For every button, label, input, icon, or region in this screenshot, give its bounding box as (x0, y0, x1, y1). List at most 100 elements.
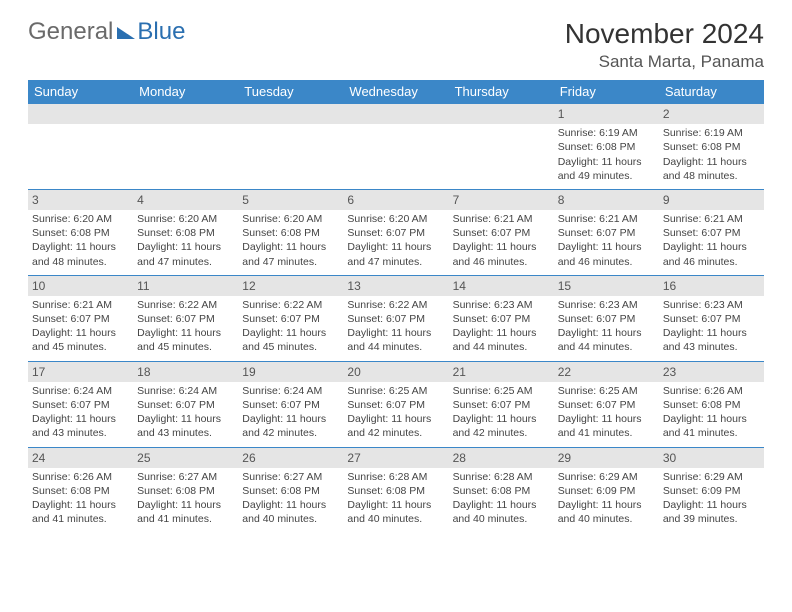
sunrise-line: Sunrise: 6:23 AM (558, 298, 655, 312)
day-body: Sunrise: 6:26 AMSunset: 6:08 PMDaylight:… (659, 382, 764, 447)
sunrise-line: Sunrise: 6:22 AM (347, 298, 444, 312)
daylight-line: Daylight: 11 hours and 46 minutes. (453, 240, 550, 268)
calendar-cell: 1Sunrise: 6:19 AMSunset: 6:08 PMDaylight… (554, 104, 659, 190)
day-body: Sunrise: 6:21 AMSunset: 6:07 PMDaylight:… (449, 210, 554, 275)
sunset-line: Sunset: 6:09 PM (663, 484, 760, 498)
day-number: 10 (28, 276, 133, 296)
calendar-cell: 26Sunrise: 6:27 AMSunset: 6:08 PMDayligh… (238, 447, 343, 532)
daylight-line: Daylight: 11 hours and 41 minutes. (663, 412, 760, 440)
day-number: 18 (133, 362, 238, 382)
day-body: Sunrise: 6:21 AMSunset: 6:07 PMDaylight:… (659, 210, 764, 275)
calendar-cell: 4Sunrise: 6:20 AMSunset: 6:08 PMDaylight… (133, 189, 238, 275)
daylight-line: Daylight: 11 hours and 39 minutes. (663, 498, 760, 526)
sunset-line: Sunset: 6:07 PM (347, 312, 444, 326)
calendar-cell: 10Sunrise: 6:21 AMSunset: 6:07 PMDayligh… (28, 275, 133, 361)
day-number: 11 (133, 276, 238, 296)
daylight-line: Daylight: 11 hours and 42 minutes. (453, 412, 550, 440)
empty-day-bar (343, 104, 448, 124)
calendar-cell: 29Sunrise: 6:29 AMSunset: 6:09 PMDayligh… (554, 447, 659, 532)
daylight-line: Daylight: 11 hours and 43 minutes. (137, 412, 234, 440)
calendar-row: 24Sunrise: 6:26 AMSunset: 6:08 PMDayligh… (28, 447, 764, 532)
day-body: Sunrise: 6:29 AMSunset: 6:09 PMDaylight:… (659, 468, 764, 533)
calendar-cell: 17Sunrise: 6:24 AMSunset: 6:07 PMDayligh… (28, 361, 133, 447)
calendar-cell: 20Sunrise: 6:25 AMSunset: 6:07 PMDayligh… (343, 361, 448, 447)
sunset-line: Sunset: 6:07 PM (242, 398, 339, 412)
sunset-line: Sunset: 6:08 PM (137, 226, 234, 240)
day-body: Sunrise: 6:26 AMSunset: 6:08 PMDaylight:… (28, 468, 133, 533)
sunset-line: Sunset: 6:07 PM (347, 398, 444, 412)
day-body: Sunrise: 6:24 AMSunset: 6:07 PMDaylight:… (133, 382, 238, 447)
day-number: 5 (238, 190, 343, 210)
weekday-header: Wednesday (343, 80, 448, 104)
daylight-line: Daylight: 11 hours and 47 minutes. (242, 240, 339, 268)
sunrise-line: Sunrise: 6:25 AM (453, 384, 550, 398)
sunrise-line: Sunrise: 6:24 AM (32, 384, 129, 398)
day-number: 23 (659, 362, 764, 382)
calendar-cell: 11Sunrise: 6:22 AMSunset: 6:07 PMDayligh… (133, 275, 238, 361)
sunrise-line: Sunrise: 6:20 AM (347, 212, 444, 226)
calendar-row: 10Sunrise: 6:21 AMSunset: 6:07 PMDayligh… (28, 275, 764, 361)
daylight-line: Daylight: 11 hours and 44 minutes. (347, 326, 444, 354)
day-body: Sunrise: 6:20 AMSunset: 6:08 PMDaylight:… (133, 210, 238, 275)
calendar-cell: 15Sunrise: 6:23 AMSunset: 6:07 PMDayligh… (554, 275, 659, 361)
daylight-line: Daylight: 11 hours and 40 minutes. (453, 498, 550, 526)
sunrise-line: Sunrise: 6:22 AM (137, 298, 234, 312)
day-number: 27 (343, 448, 448, 468)
day-number: 12 (238, 276, 343, 296)
header: General Blue November 2024 Santa Marta, … (28, 18, 764, 72)
sunrise-line: Sunrise: 6:28 AM (347, 470, 444, 484)
sunset-line: Sunset: 6:08 PM (663, 398, 760, 412)
day-body: Sunrise: 6:28 AMSunset: 6:08 PMDaylight:… (343, 468, 448, 533)
weekday-header: Tuesday (238, 80, 343, 104)
day-body: Sunrise: 6:22 AMSunset: 6:07 PMDaylight:… (343, 296, 448, 361)
day-number: 16 (659, 276, 764, 296)
day-number: 21 (449, 362, 554, 382)
sunset-line: Sunset: 6:08 PM (347, 484, 444, 498)
calendar-cell (449, 104, 554, 190)
sunrise-line: Sunrise: 6:23 AM (453, 298, 550, 312)
day-number: 30 (659, 448, 764, 468)
day-body: Sunrise: 6:25 AMSunset: 6:07 PMDaylight:… (449, 382, 554, 447)
daylight-line: Daylight: 11 hours and 45 minutes. (242, 326, 339, 354)
sunrise-line: Sunrise: 6:21 AM (32, 298, 129, 312)
sunrise-line: Sunrise: 6:27 AM (242, 470, 339, 484)
daylight-line: Daylight: 11 hours and 41 minutes. (32, 498, 129, 526)
calendar-cell: 23Sunrise: 6:26 AMSunset: 6:08 PMDayligh… (659, 361, 764, 447)
sunset-line: Sunset: 6:08 PM (32, 226, 129, 240)
calendar-cell: 8Sunrise: 6:21 AMSunset: 6:07 PMDaylight… (554, 189, 659, 275)
day-number: 20 (343, 362, 448, 382)
calendar-cell: 7Sunrise: 6:21 AMSunset: 6:07 PMDaylight… (449, 189, 554, 275)
daylight-line: Daylight: 11 hours and 46 minutes. (558, 240, 655, 268)
day-number: 26 (238, 448, 343, 468)
sunset-line: Sunset: 6:08 PM (663, 140, 760, 154)
calendar-cell: 18Sunrise: 6:24 AMSunset: 6:07 PMDayligh… (133, 361, 238, 447)
sunset-line: Sunset: 6:08 PM (242, 226, 339, 240)
calendar-cell (343, 104, 448, 190)
day-body: Sunrise: 6:22 AMSunset: 6:07 PMDaylight:… (133, 296, 238, 361)
calendar-table: SundayMondayTuesdayWednesdayThursdayFrid… (28, 80, 764, 532)
sunset-line: Sunset: 6:07 PM (137, 312, 234, 326)
sunrise-line: Sunrise: 6:29 AM (558, 470, 655, 484)
sunrise-line: Sunrise: 6:24 AM (137, 384, 234, 398)
day-number: 17 (28, 362, 133, 382)
day-number: 7 (449, 190, 554, 210)
sunset-line: Sunset: 6:07 PM (32, 312, 129, 326)
calendar-cell: 13Sunrise: 6:22 AMSunset: 6:07 PMDayligh… (343, 275, 448, 361)
day-number: 19 (238, 362, 343, 382)
sunset-line: Sunset: 6:07 PM (453, 398, 550, 412)
daylight-line: Daylight: 11 hours and 47 minutes. (137, 240, 234, 268)
sunset-line: Sunset: 6:07 PM (558, 226, 655, 240)
day-number: 13 (343, 276, 448, 296)
day-number: 29 (554, 448, 659, 468)
day-body: Sunrise: 6:21 AMSunset: 6:07 PMDaylight:… (554, 210, 659, 275)
weekday-header: Thursday (449, 80, 554, 104)
day-number: 22 (554, 362, 659, 382)
day-body: Sunrise: 6:28 AMSunset: 6:08 PMDaylight:… (449, 468, 554, 533)
daylight-line: Daylight: 11 hours and 48 minutes. (32, 240, 129, 268)
logo-triangle-icon (117, 27, 135, 39)
sunrise-line: Sunrise: 6:26 AM (32, 470, 129, 484)
sunrise-line: Sunrise: 6:24 AM (242, 384, 339, 398)
sunrise-line: Sunrise: 6:26 AM (663, 384, 760, 398)
sunrise-line: Sunrise: 6:21 AM (558, 212, 655, 226)
day-number: 4 (133, 190, 238, 210)
